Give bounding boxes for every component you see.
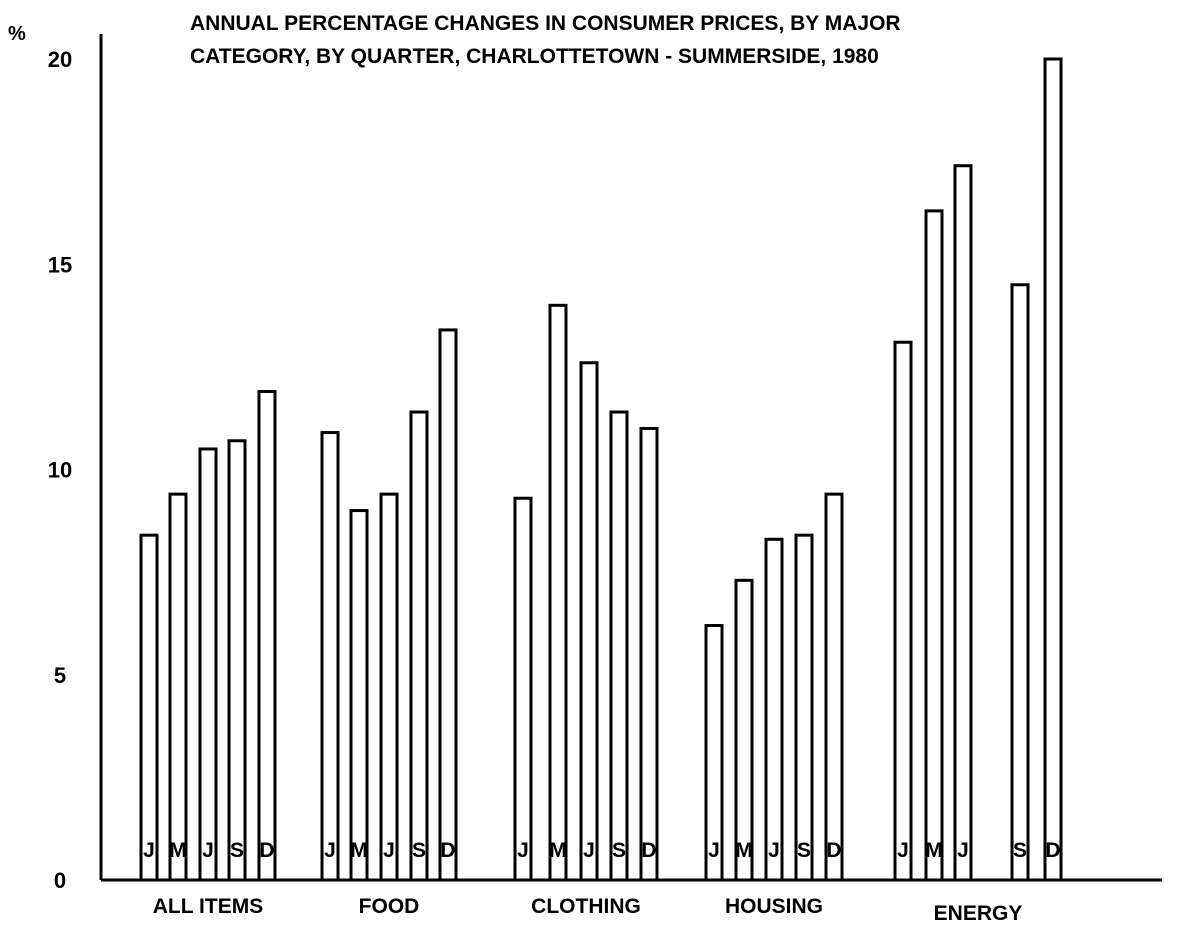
bar-all-items-2 (168, 492, 188, 882)
quarter-label: D (641, 839, 656, 862)
bar-all-items-3 (198, 447, 218, 882)
bar-food-4 (409, 410, 429, 882)
bar-energy-4 (1010, 283, 1030, 882)
quarter-label: M (925, 839, 943, 862)
category-label: HOUSING (725, 895, 823, 918)
bar-all-items-1 (139, 533, 159, 882)
quarter-label: J (517, 839, 529, 862)
y-tick-label: 0 (54, 868, 66, 893)
quarter-label: S (412, 839, 426, 862)
quarter-label: M (169, 839, 187, 862)
bar-housing-3 (764, 537, 784, 882)
quarter-label: S (797, 839, 811, 862)
quarter-label: M (350, 839, 368, 862)
chart-title-line-1: ANNUAL PERCENTAGE CHANGES IN CONSUMER PR… (190, 12, 901, 35)
quarter-label: S (230, 839, 244, 862)
bar-housing-4 (794, 533, 814, 882)
quarter-label: J (143, 839, 155, 862)
y-tick-label: 10 (48, 458, 72, 483)
category-labels: ALL ITEMS FOOD CLOTHING HOUSING ENERGY (153, 895, 1023, 925)
bar-energy-1 (893, 340, 913, 882)
quarter-label: M (549, 839, 567, 862)
y-tick-label: 20 (48, 47, 72, 72)
bar-clothing-1 (513, 496, 533, 882)
category-label: ENERGY (934, 902, 1023, 925)
quarter-label: J (202, 839, 214, 862)
y-unit-label: % (8, 23, 26, 45)
quarter-label: J (324, 839, 336, 862)
quarter-label: S (1013, 839, 1027, 862)
bar-food-1 (320, 431, 340, 882)
y-tick-label: 5 (54, 663, 66, 688)
quarter-label: J (897, 839, 909, 862)
bar-housing-1 (704, 623, 724, 882)
quarter-label: D (826, 839, 841, 862)
category-label: FOOD (359, 895, 420, 918)
bar-energy-5 (1043, 57, 1063, 882)
bar-all-items-4 (227, 439, 247, 882)
bar-food-5 (438, 328, 458, 882)
bar-energy-2 (924, 209, 944, 882)
chart-title-line-2: CATEGORY, BY QUARTER, CHARLOTTETOWN - SU… (190, 45, 879, 68)
quarter-label: J (583, 839, 595, 862)
quarter-label: D (259, 839, 274, 862)
bar-housing-5 (824, 492, 844, 882)
quarter-label: J (768, 839, 780, 862)
bar-food-2 (349, 509, 369, 882)
bar-food-3 (379, 492, 399, 882)
quarter-label: M (735, 839, 753, 862)
bar-housing-2 (734, 578, 754, 882)
bar-marks (139, 57, 1063, 882)
quarter-label: J (957, 839, 969, 862)
y-tick-label: 15 (48, 252, 72, 277)
bar-clothing-5 (639, 426, 659, 882)
quarter-label: J (708, 839, 720, 862)
y-tick-labels: 0 5 10 15 20 (48, 47, 72, 893)
category-label: CLOTHING (531, 895, 641, 918)
bar-energy-3 (953, 164, 973, 882)
quarter-label: D (1045, 839, 1060, 862)
quarter-label: S (612, 839, 626, 862)
bar-clothing-3 (579, 361, 599, 882)
category-label: ALL ITEMS (153, 895, 263, 918)
quarter-label: J (383, 839, 395, 862)
bar-clothing-4 (609, 410, 629, 882)
bar-all-items-5 (257, 390, 277, 882)
bar-clothing-2 (548, 303, 568, 882)
quarter-label: D (440, 839, 455, 862)
